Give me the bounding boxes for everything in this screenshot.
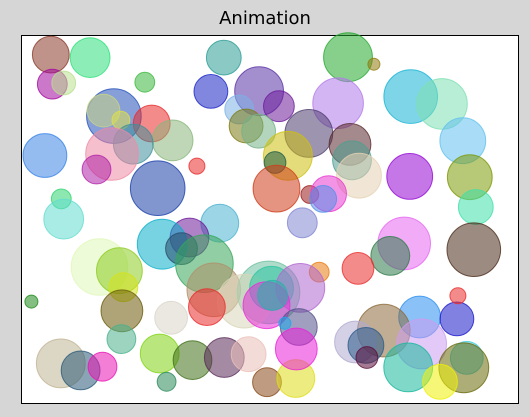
scatter-point-4 [134,71,156,93]
scatter-point-24 [81,154,112,185]
scatter-point-90 [230,336,267,373]
scatter-point-67 [24,294,39,309]
scatter-point-11 [367,57,381,71]
scatter-point-72 [439,301,475,337]
scatter-point-5 [205,39,242,76]
scatter-point-52 [446,222,502,277]
scatter-point-0 [31,35,70,74]
scatter-point-35 [188,157,206,175]
chart-title: Animation [219,8,311,29]
scatter-point-73 [449,287,467,305]
scatter-point-8 [263,90,295,123]
scatter-point-42 [43,198,85,240]
scatter-point-86 [87,351,118,382]
scatter-point-94 [274,327,318,371]
scatter-point-83 [106,324,137,355]
scatter-point-64 [257,279,288,311]
scatter-point-40 [129,160,186,216]
scatter-point-32 [336,152,382,199]
scatter-point-87 [139,333,180,374]
scatter-point-39 [309,185,338,213]
scatter-point-6 [193,74,229,109]
scatter-point-20 [151,119,194,162]
points-layer [22,32,502,400]
scatter-point-10 [323,32,373,83]
scatter-point-43 [457,189,494,225]
scatter-point-68 [154,300,189,335]
scatter-point-82 [422,363,458,400]
scatter-point-26 [241,113,277,149]
scatter-point-33 [386,153,434,200]
scatter-point-23 [22,133,68,178]
scatter-point-91 [156,371,177,392]
scatter-point-14 [416,78,468,130]
scatter-point-3 [51,70,77,96]
scatter-point-77 [355,346,379,369]
scatter-point-70 [278,316,292,330]
scatter-point-65 [188,288,226,327]
scatter-point-44 [286,207,318,239]
scatter-point-36 [252,164,301,213]
scatter-point-1 [69,37,111,78]
scatter-point-56 [341,252,375,285]
scatter-point-51 [370,236,411,276]
